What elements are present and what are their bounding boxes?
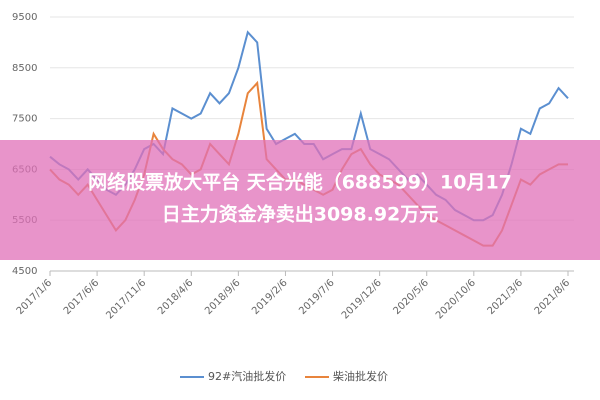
- x-tick-label: 2017/6/6: [62, 277, 102, 317]
- x-tick-label: 2019/7/6: [297, 277, 337, 317]
- x-tick-label: 2020/10/6: [434, 277, 478, 321]
- x-tick-label: 2019/12/6: [340, 277, 384, 321]
- banner: [0, 140, 600, 260]
- x-tick-label: 2021/3/6: [486, 277, 526, 317]
- y-tick-label: 9500: [12, 12, 37, 23]
- banner-title: 网络股票放大平台 天合光能（688599）10月17: [88, 171, 512, 194]
- legend: 92#汽油批发价 柴油批发价: [180, 369, 388, 383]
- banner-title: 日主力资金净卖出3098.92万元: [162, 203, 439, 226]
- x-tick-label: 2017/11/6: [104, 277, 148, 321]
- x-tick-label: 2019/2/6: [250, 277, 290, 317]
- x-tick-label: 2018/4/6: [156, 277, 196, 317]
- y-tick-label: 8500: [12, 63, 37, 74]
- x-tick-label: 2018/9/6: [203, 277, 243, 317]
- y-tick-label: 4500: [12, 266, 37, 277]
- x-tick-label: 2017/1/6: [15, 277, 55, 317]
- x-tick-label: 2021/8/6: [533, 277, 573, 317]
- y-tick-label: 7500: [12, 114, 37, 125]
- legend-label: 92#汽油批发价: [208, 369, 286, 383]
- x-tick-label: 2020/5/6: [391, 277, 431, 317]
- legend-label: 柴油批发价: [333, 369, 388, 383]
